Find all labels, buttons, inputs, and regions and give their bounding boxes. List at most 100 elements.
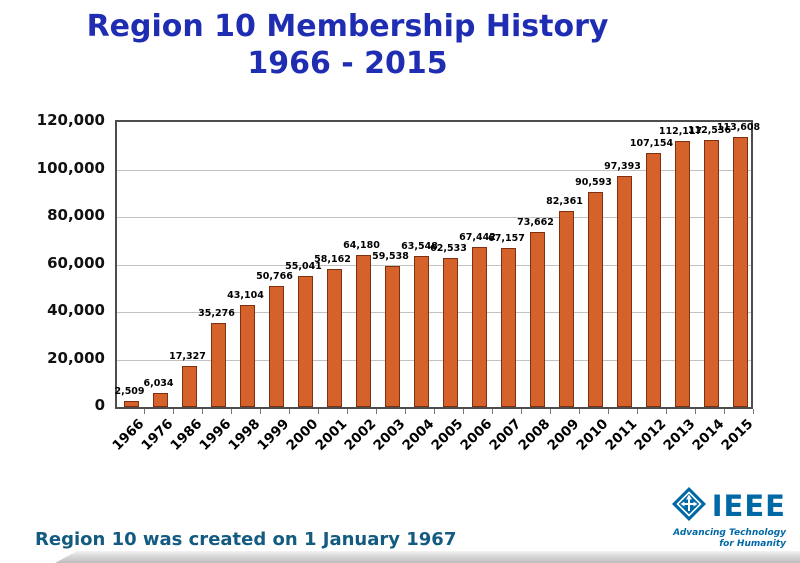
bar-value-label: 113,608 [716,122,761,133]
x-axis-label: 2002 [340,416,379,454]
x-axis-label: 2007 [485,416,524,454]
bar-value-label: 59,538 [372,251,409,262]
bar-1996 [211,323,226,407]
bar-value-label: 73,662 [517,217,554,228]
x-axis-label: 1966 [108,416,147,454]
chart-title-line2: 1966 - 2015 [247,46,448,81]
x-axis-tick [376,409,377,414]
bar-2015 [733,137,748,407]
x-axis-tick [347,409,348,414]
x-axis-tick [318,409,319,414]
chart-title: Region 10 Membership History 1966 - 2015 [0,8,695,82]
x-axis-tick [144,409,145,414]
ieee-logo: IEEE Advancing Technology for Humanity [671,486,786,550]
y-axis-tick-label: 40,000 [47,301,105,319]
x-axis-label: 2006 [456,416,495,454]
x-axis-tick [579,409,580,414]
bar-2008 [530,232,545,407]
x-axis-label: 2011 [601,416,640,454]
gridline [117,169,751,171]
bar-value-label: 2,509 [114,386,145,397]
bar-1966 [124,401,139,407]
bar-2011 [617,176,632,407]
ieee-diamond-icon [671,486,707,526]
bar-2002 [356,255,371,407]
gridline [117,217,751,218]
bar-value-label: 97,393 [604,161,641,172]
x-axis-label: 1986 [166,416,205,454]
y-axis-tick-label: 20,000 [47,348,105,367]
bar-value-label: 17,327 [169,351,206,362]
bar-1986 [182,366,197,407]
x-axis-label: 2000 [282,416,321,454]
bar-2012 [646,153,661,407]
x-axis-tick [405,409,406,414]
ieee-tagline-line2: for Humanity [719,539,786,549]
y-axis-tick-label: 80,000 [47,206,105,224]
bar-1999 [269,286,284,407]
x-axis-tick [202,409,203,414]
x-axis-tick [724,409,725,414]
bar-2006 [472,247,487,407]
y-axis-tick-label: 120,000 [36,111,105,129]
bar-value-label: 6,034 [143,378,174,389]
x-axis-label: 1998 [224,416,263,454]
bar-2003 [385,266,400,407]
x-axis-tick [695,409,696,414]
x-axis-tick [463,409,464,414]
bar-value-label: 35,276 [198,308,235,319]
x-axis-tick [231,409,232,414]
bar-2001 [327,269,342,407]
x-axis-label: 2015 [717,416,756,454]
x-axis-label: 2005 [427,416,466,454]
bar-value-label: 62,533 [430,243,467,254]
footer-note: Region 10 was created on 1 January 1967 [35,529,457,550]
bar-value-label: 107,154 [629,138,674,149]
x-axis-label: 2008 [514,416,553,454]
x-axis-label: 1976 [137,416,176,454]
bar-value-label: 112,536 [687,125,732,136]
x-axis-label: 2010 [572,416,611,454]
x-axis-tick [550,409,551,414]
x-axis-tick [260,409,261,414]
y-axis-tick-label: 0 [94,396,105,414]
bar-value-label: 63,548 [401,241,438,252]
chart-title-line1: Region 10 Membership History [86,9,609,44]
x-axis-tick [753,409,754,414]
bar-1998 [240,305,255,407]
bar-value-label: 67,442 [459,232,496,243]
x-axis-tick [521,409,522,414]
bar-2000 [298,276,313,407]
bar-value-label: 58,162 [314,254,351,265]
bar-value-label: 90,593 [575,177,612,188]
bar-value-label: 55,041 [285,261,322,272]
x-axis-label: 1999 [253,416,292,454]
bar-value-label: 112,117 [658,126,703,137]
bar-value-label: 67,157 [488,233,525,244]
x-axis-tick [492,409,493,414]
bar-2010 [588,192,603,407]
x-axis-tick [608,409,609,414]
x-axis-label: 2014 [688,416,727,454]
x-axis-tick [637,409,638,414]
bar-2005 [443,258,458,407]
x-axis-tick [434,409,435,414]
x-axis-tick [289,409,290,414]
bar-2007 [501,248,516,407]
gridline [117,359,751,361]
x-axis-label: 2012 [630,416,669,454]
x-axis-label: 1996 [195,416,234,454]
x-axis-label: 2004 [398,416,437,454]
x-axis-label: 2003 [369,416,408,454]
bar-value-label: 50,766 [256,271,293,282]
ieee-tagline: Advancing Technology for Humanity [671,528,786,550]
bar-2009 [559,211,574,407]
ieee-tagline-line1: Advancing Technology [673,528,786,538]
x-axis-label: 2013 [659,416,698,454]
bar-value-label: 82,361 [546,196,583,207]
bar-2004 [414,256,429,407]
bar-value-label: 64,180 [343,240,380,251]
ieee-wordmark: IEEE [711,489,786,523]
x-axis-label: 2009 [543,416,582,454]
plot-area [115,120,753,409]
